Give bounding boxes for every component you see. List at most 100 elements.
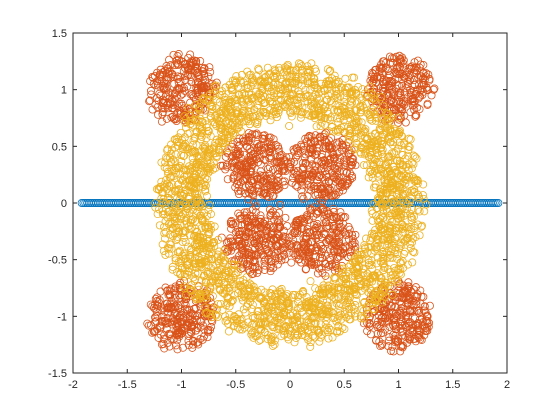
data-point-series-2 xyxy=(406,332,415,341)
data-point-series-2 xyxy=(248,176,257,185)
data-point-series-2 xyxy=(156,65,165,74)
data-point-series-3 xyxy=(190,260,199,269)
data-point-series-2 xyxy=(326,191,335,200)
data-point-series-3 xyxy=(172,236,181,245)
data-point-series-2 xyxy=(341,243,350,252)
data-point-series-3 xyxy=(183,129,192,138)
data-point-series-3 xyxy=(196,131,205,140)
y-tick-label: 0.5 xyxy=(52,141,67,153)
data-point-series-3 xyxy=(232,110,241,119)
data-point-series-3 xyxy=(415,207,424,216)
data-point-series-3 xyxy=(279,303,288,312)
data-point-series-3 xyxy=(182,290,191,299)
data-point-series-3 xyxy=(206,210,215,219)
data-point-series-2 xyxy=(298,158,307,167)
data-point-series-2 xyxy=(307,260,316,269)
data-point-series-2 xyxy=(419,69,428,78)
data-point-series-2 xyxy=(171,284,180,293)
data-point-series-3 xyxy=(328,333,337,342)
data-point-series-3 xyxy=(399,139,408,148)
data-point-series-3 xyxy=(168,265,177,274)
data-point-series-2 xyxy=(234,236,243,245)
data-point-series-2 xyxy=(394,81,403,90)
data-point-series-2 xyxy=(148,73,157,82)
data-point-series-3 xyxy=(393,190,402,199)
data-point-series-2 xyxy=(293,247,302,256)
data-point-series-2 xyxy=(396,347,405,356)
data-point-series-3 xyxy=(344,131,353,140)
data-point-series-2 xyxy=(365,318,374,327)
data-point-series-3 xyxy=(342,108,351,117)
data-point-series-2 xyxy=(203,333,212,342)
data-point-series-3 xyxy=(234,261,243,270)
data-point-series-2 xyxy=(289,228,298,237)
data-point-series-2 xyxy=(266,174,275,183)
data-point-series-3 xyxy=(280,84,289,93)
data-point-series-2 xyxy=(334,246,343,255)
data-point-series-2 xyxy=(395,307,404,316)
data-point-series-3 xyxy=(171,202,180,211)
data-point-series-3 xyxy=(199,215,208,224)
data-point-series-2 xyxy=(335,138,344,147)
data-point-series-3 xyxy=(315,111,324,120)
data-point-series-3 xyxy=(279,326,288,335)
data-point-series-3 xyxy=(356,106,365,115)
data-point-series-3 xyxy=(233,314,242,323)
data-point-series-3 xyxy=(274,314,283,323)
data-point-series-3 xyxy=(377,93,386,102)
data-point-series-3 xyxy=(206,163,215,172)
data-point-series-3 xyxy=(316,333,325,342)
data-point-series-3 xyxy=(204,206,213,215)
data-point-series-2 xyxy=(263,223,272,232)
data-point-series-3 xyxy=(382,248,391,257)
data-point-series-2 xyxy=(341,213,350,222)
data-point-series-2 xyxy=(260,253,269,262)
data-point-series-3 xyxy=(183,186,192,195)
data-point-series-3 xyxy=(323,326,332,335)
data-point-series-3 xyxy=(233,123,242,132)
data-point-series-3 xyxy=(276,75,285,84)
data-point-series-2 xyxy=(378,328,387,337)
data-point-series-2 xyxy=(331,165,340,174)
data-point-series-3 xyxy=(412,154,421,163)
data-point-series-3 xyxy=(194,202,203,211)
data-point-series-2 xyxy=(429,85,438,94)
data-point-series-3 xyxy=(379,205,388,214)
data-point-series-2 xyxy=(318,173,327,182)
data-point-series-2 xyxy=(348,234,357,243)
data-point-series-2 xyxy=(378,339,387,348)
data-point-series-2 xyxy=(330,224,339,233)
data-point-series-2 xyxy=(388,77,397,86)
data-point-series-2 xyxy=(282,153,291,162)
data-point-series-2 xyxy=(281,213,290,222)
data-point-series-3 xyxy=(334,93,343,102)
data-point-series-3 xyxy=(270,340,279,349)
data-point-series-3 xyxy=(408,258,417,267)
data-point-series-3 xyxy=(263,63,272,72)
data-point-series-3 xyxy=(155,205,164,214)
data-point-series-2 xyxy=(373,329,382,338)
data-point-series-2 xyxy=(393,292,402,301)
data-point-series-3 xyxy=(221,317,230,326)
data-point-series-3 xyxy=(306,95,315,104)
data-point-series-2 xyxy=(255,146,264,155)
data-point-series-3 xyxy=(230,81,239,90)
data-point-series-3 xyxy=(340,122,349,131)
data-point-series-3 xyxy=(388,270,397,279)
data-point-series-2 xyxy=(311,131,320,140)
data-point-series-2 xyxy=(154,96,163,105)
data-point-series-3 xyxy=(171,186,180,195)
data-point-series-3 xyxy=(259,305,268,314)
data-point-series-3 xyxy=(201,181,210,190)
data-point-series-3 xyxy=(367,256,376,265)
data-point-series-3 xyxy=(208,275,217,284)
data-point-series-3 xyxy=(344,122,353,131)
data-point-series-2 xyxy=(338,178,347,187)
data-point-series-2 xyxy=(234,146,243,155)
data-point-series-2 xyxy=(163,338,172,347)
data-point-series-3 xyxy=(308,110,317,119)
data-point-series-2 xyxy=(328,231,337,240)
data-point-series-3 xyxy=(389,183,398,192)
data-point-series-2 xyxy=(264,133,273,142)
data-point-series-2 xyxy=(170,303,179,312)
